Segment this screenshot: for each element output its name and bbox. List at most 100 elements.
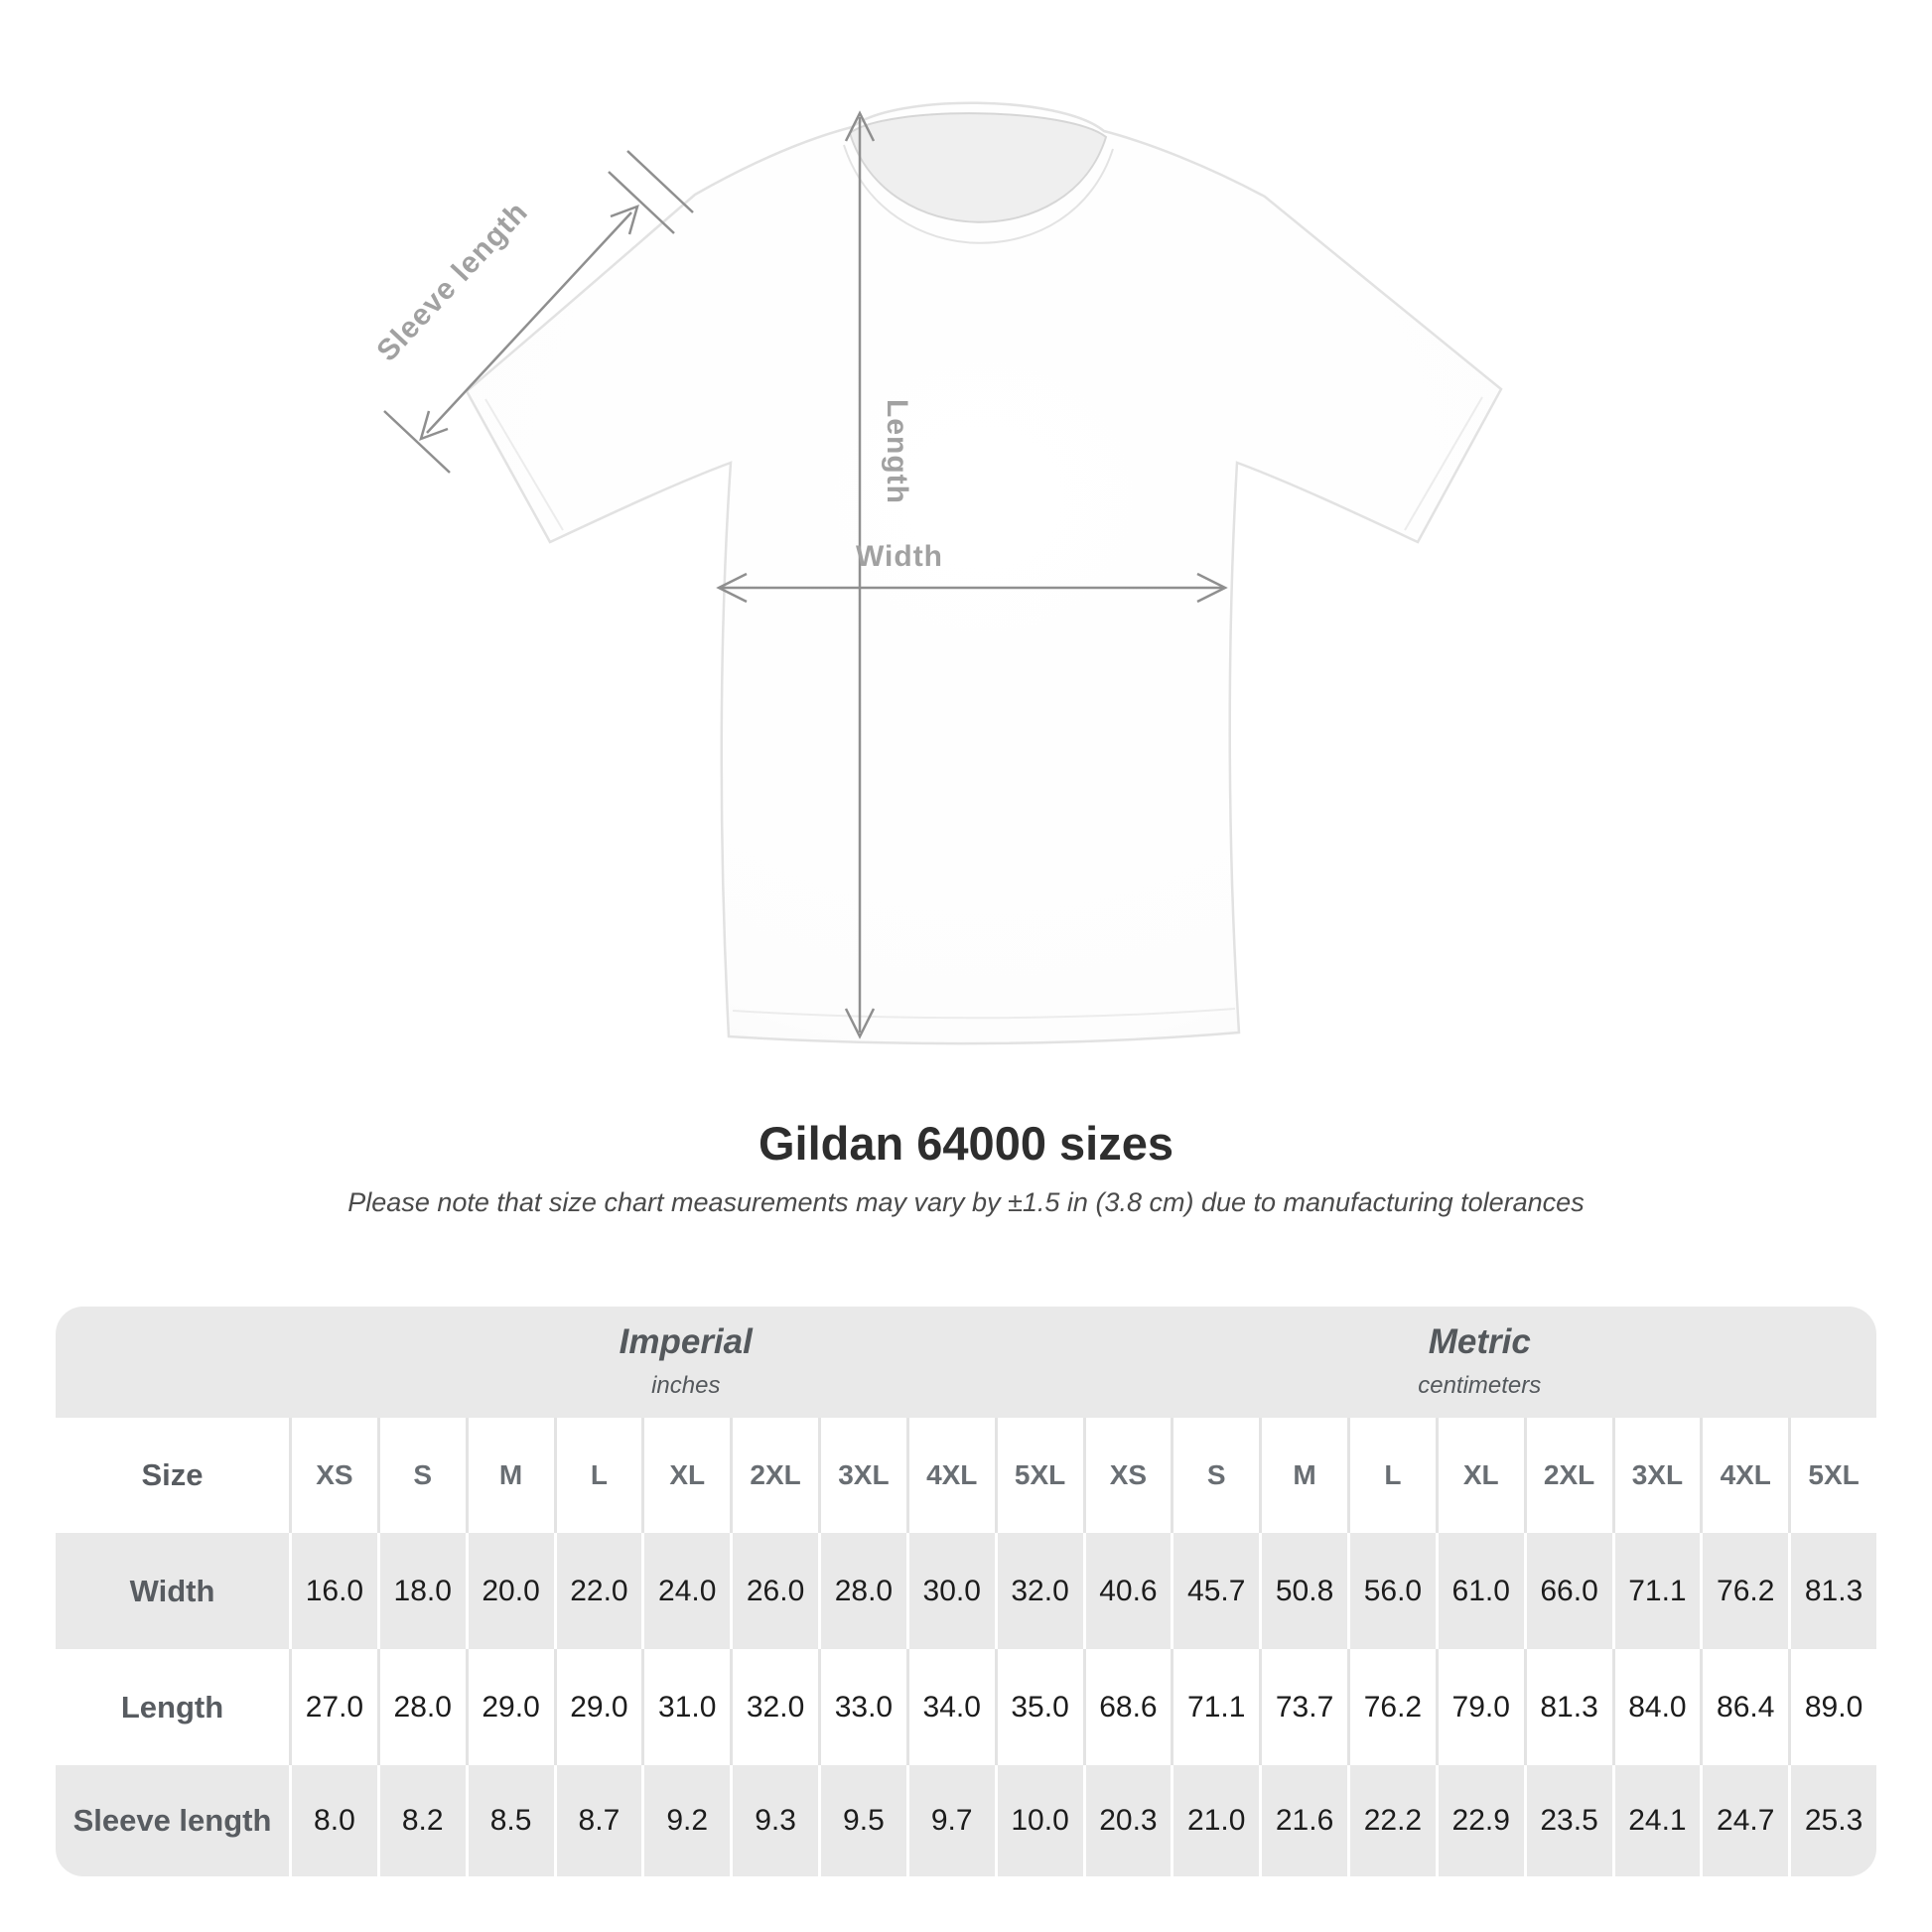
tshirt-illustration — [383, 101, 1503, 1045]
sleeve-metric-value: 24.1 — [1611, 1765, 1701, 1876]
sleeve-imperial-value: 10.0 — [994, 1765, 1083, 1876]
imperial-group-header: Imperial inches — [289, 1307, 1083, 1418]
width-metric-value: 56.0 — [1347, 1533, 1436, 1649]
sleeve-metric-value: 24.7 — [1700, 1765, 1788, 1876]
width-metric-value: 45.7 — [1171, 1533, 1259, 1649]
metric-unit-label: centimeters — [1418, 1372, 1542, 1399]
size-header-metric: L — [1347, 1418, 1436, 1533]
length-row: Length 27.0 28.0 29.0 29.0 31.0 32.0 33.… — [56, 1649, 1876, 1765]
right-cuff-seam — [1404, 396, 1483, 531]
width-row: Width 16.0 18.0 20.0 22.0 24.0 26.0 28.0… — [56, 1533, 1876, 1649]
sleeve-metric-value: 23.5 — [1523, 1765, 1612, 1876]
sleeve-imperial-value: 9.7 — [905, 1765, 995, 1876]
length-metric-value: 81.3 — [1523, 1649, 1612, 1765]
sleeve-metric-value: 20.3 — [1082, 1765, 1172, 1876]
width-imperial-value: 30.0 — [905, 1533, 995, 1649]
sleeve-metric-value: 21.0 — [1171, 1765, 1259, 1876]
size-header-imperial: XL — [641, 1418, 730, 1533]
width-metric-value: 50.8 — [1259, 1533, 1347, 1649]
width-imperial-value: 28.0 — [818, 1533, 906, 1649]
length-imperial-value: 32.0 — [730, 1649, 818, 1765]
length-imperial-value: 27.0 — [289, 1649, 377, 1765]
size-header-imperial: S — [376, 1418, 466, 1533]
size-table: Imperial inches Metric centimeters Size … — [56, 1307, 1876, 1876]
width-metric-value: 61.0 — [1435, 1533, 1524, 1649]
metric-label: Metric — [1428, 1322, 1531, 1361]
width-imperial-value: 18.0 — [376, 1533, 466, 1649]
width-imperial-value: 24.0 — [641, 1533, 730, 1649]
width-metric-value: 40.6 — [1082, 1533, 1172, 1649]
size-header-imperial: XS — [289, 1418, 377, 1533]
metric-group-header: Metric centimeters — [1083, 1307, 1877, 1418]
units-band-row: Imperial inches Metric centimeters — [56, 1307, 1876, 1418]
length-metric-value: 68.6 — [1082, 1649, 1172, 1765]
size-header-imperial: 4XL — [905, 1418, 995, 1533]
sleeve-imperial-value: 9.2 — [641, 1765, 730, 1876]
length-imperial-value: 35.0 — [994, 1649, 1083, 1765]
sleeve-metric-value: 21.6 — [1259, 1765, 1347, 1876]
length-arrow — [844, 110, 876, 1039]
length-metric-value: 84.0 — [1611, 1649, 1701, 1765]
row-label: Sleeve length — [72, 1803, 272, 1838]
tshirt-body — [465, 101, 1503, 1045]
bottom-hem-seam — [732, 1008, 1236, 1020]
sleeve-metric-value: 25.3 — [1788, 1765, 1876, 1876]
length-imperial-value: 29.0 — [465, 1649, 554, 1765]
width-metric-value: 71.1 — [1611, 1533, 1701, 1649]
size-header-metric: XS — [1082, 1418, 1172, 1533]
size-header-metric: 3XL — [1611, 1418, 1701, 1533]
size-header-imperial: 3XL — [818, 1418, 906, 1533]
length-metric-value: 71.1 — [1171, 1649, 1259, 1765]
size-header-imperial: 2XL — [730, 1418, 818, 1533]
imperial-unit-label: inches — [651, 1372, 721, 1399]
size-column-header: Size — [141, 1457, 204, 1492]
row-label: Width — [129, 1573, 215, 1608]
length-metric-value: 89.0 — [1788, 1649, 1876, 1765]
length-metric-value: 79.0 — [1435, 1649, 1524, 1765]
sleeve-imperial-value: 8.5 — [465, 1765, 554, 1876]
collar-seam — [843, 144, 1114, 244]
length-metric-value: 86.4 — [1700, 1649, 1788, 1765]
tolerance-note: Please note that size chart measurements… — [347, 1187, 1585, 1217]
tshirt-measurement-diagram: Sleeve length Length Width — [370, 101, 1503, 1045]
size-header-metric: S — [1171, 1418, 1259, 1533]
length-imperial-value: 33.0 — [818, 1649, 906, 1765]
sleeve-metric-value: 22.2 — [1347, 1765, 1436, 1876]
width-imperial-value: 26.0 — [730, 1533, 818, 1649]
size-header-imperial: 5XL — [994, 1418, 1083, 1533]
size-header-metric: XL — [1435, 1418, 1524, 1533]
width-arrow — [716, 572, 1228, 604]
collar-opening — [848, 112, 1108, 223]
size-header-row: Size XS S M L XL 2XL 3XL 4XL 5XL XS S M … — [56, 1418, 1876, 1533]
length-imperial-value: 29.0 — [553, 1649, 642, 1765]
width-metric-value: 76.2 — [1700, 1533, 1788, 1649]
sleeve-imperial-value: 9.3 — [730, 1765, 818, 1876]
width-imperial-value: 32.0 — [994, 1533, 1083, 1649]
length-imperial-value: 28.0 — [376, 1649, 466, 1765]
width-diagram-label: Width — [855, 540, 944, 573]
imperial-label: Imperial — [619, 1322, 753, 1361]
width-metric-value: 81.3 — [1788, 1533, 1876, 1649]
sleeve-metric-value: 22.9 — [1435, 1765, 1524, 1876]
length-metric-value: 73.7 — [1259, 1649, 1347, 1765]
sleeve-imperial-value: 8.0 — [289, 1765, 377, 1876]
size-header-metric: 4XL — [1700, 1418, 1788, 1533]
size-header-metric: M — [1259, 1418, 1347, 1533]
width-metric-value: 66.0 — [1523, 1533, 1612, 1649]
sleeve-imperial-value: 8.7 — [553, 1765, 642, 1876]
width-imperial-value: 16.0 — [289, 1533, 377, 1649]
page-title: Gildan 64000 sizes — [758, 1117, 1174, 1170]
row-label: Length — [120, 1689, 224, 1725]
sleeve-imperial-value: 8.2 — [376, 1765, 466, 1876]
width-imperial-value: 20.0 — [465, 1533, 554, 1649]
left-cuff-seam — [484, 398, 564, 531]
size-header-imperial: M — [465, 1418, 554, 1533]
sleeve-length-row: Sleeve length 8.0 8.2 8.5 8.7 9.2 9.3 9.… — [56, 1765, 1876, 1876]
length-diagram-label: Length — [881, 399, 913, 504]
length-metric-value: 76.2 — [1347, 1649, 1436, 1765]
size-header-imperial: L — [553, 1418, 642, 1533]
length-imperial-value: 31.0 — [641, 1649, 730, 1765]
units-band-spacer — [56, 1307, 289, 1418]
length-imperial-value: 34.0 — [905, 1649, 995, 1765]
